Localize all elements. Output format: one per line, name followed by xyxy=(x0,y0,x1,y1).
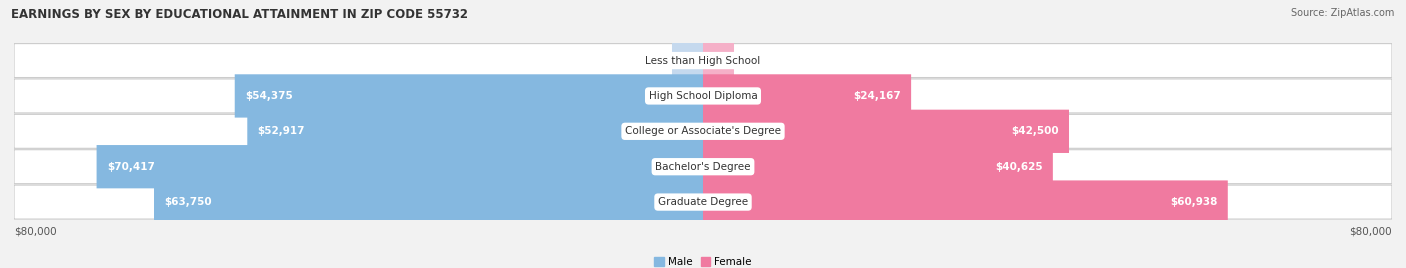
Text: Bachelor's Degree: Bachelor's Degree xyxy=(655,162,751,172)
FancyBboxPatch shape xyxy=(703,145,1053,188)
Text: $24,167: $24,167 xyxy=(853,91,901,101)
FancyBboxPatch shape xyxy=(703,74,911,118)
FancyBboxPatch shape xyxy=(235,74,703,118)
FancyBboxPatch shape xyxy=(97,145,703,188)
Text: High School Diploma: High School Diploma xyxy=(648,91,758,101)
FancyBboxPatch shape xyxy=(703,110,1069,153)
Text: $0: $0 xyxy=(706,55,721,66)
Text: Less than High School: Less than High School xyxy=(645,55,761,66)
Text: $80,000: $80,000 xyxy=(14,226,56,236)
FancyBboxPatch shape xyxy=(247,110,703,153)
Text: $52,917: $52,917 xyxy=(257,126,305,136)
FancyBboxPatch shape xyxy=(14,44,1392,77)
Legend: Male, Female: Male, Female xyxy=(650,253,756,268)
Text: College or Associate's Degree: College or Associate's Degree xyxy=(626,126,780,136)
Text: $0: $0 xyxy=(685,55,700,66)
FancyBboxPatch shape xyxy=(155,180,703,224)
Text: Source: ZipAtlas.com: Source: ZipAtlas.com xyxy=(1291,8,1395,18)
Text: $63,750: $63,750 xyxy=(165,197,212,207)
FancyBboxPatch shape xyxy=(672,39,703,82)
FancyBboxPatch shape xyxy=(14,79,1392,113)
FancyBboxPatch shape xyxy=(14,114,1392,148)
FancyBboxPatch shape xyxy=(703,180,1227,224)
Text: $42,500: $42,500 xyxy=(1011,126,1059,136)
Text: $70,417: $70,417 xyxy=(107,162,155,172)
Text: $54,375: $54,375 xyxy=(245,91,292,101)
FancyBboxPatch shape xyxy=(14,185,1392,219)
Text: $40,625: $40,625 xyxy=(995,162,1042,172)
Text: $60,938: $60,938 xyxy=(1170,197,1218,207)
Text: $80,000: $80,000 xyxy=(1350,226,1392,236)
FancyBboxPatch shape xyxy=(703,39,734,82)
FancyBboxPatch shape xyxy=(14,150,1392,184)
Text: Graduate Degree: Graduate Degree xyxy=(658,197,748,207)
Text: EARNINGS BY SEX BY EDUCATIONAL ATTAINMENT IN ZIP CODE 55732: EARNINGS BY SEX BY EDUCATIONAL ATTAINMEN… xyxy=(11,8,468,21)
